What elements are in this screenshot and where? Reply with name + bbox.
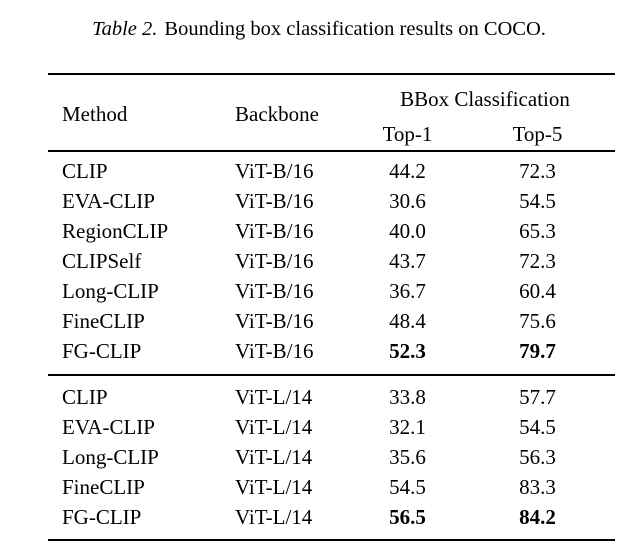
top5-cell: 72.3 bbox=[519, 158, 556, 183]
top5-cell: 83.3 bbox=[519, 474, 556, 499]
table-header: Method Backbone BBox Classification Top-… bbox=[48, 74, 615, 151]
table-caption-label: Table 2. bbox=[92, 18, 158, 40]
backbone-cell: ViT-B/16 bbox=[235, 338, 314, 363]
header-backbone: Backbone bbox=[235, 102, 319, 126]
top5-cell: 56.3 bbox=[519, 444, 556, 469]
top1-cell: 35.6 bbox=[389, 444, 426, 469]
top1-cell: 56.5 bbox=[389, 504, 426, 529]
backbone-cell: ViT-B/16 bbox=[235, 278, 314, 303]
top5-cell: 79.7 bbox=[519, 338, 556, 363]
header-bbox-classification: BBox Classification bbox=[400, 86, 570, 111]
method-cell: CLIP bbox=[62, 158, 108, 183]
top5-cell: 57.7 bbox=[519, 384, 556, 409]
top1-cell: 44.2 bbox=[389, 158, 426, 183]
backbone-cell: ViT-B/16 bbox=[235, 188, 314, 213]
method-cell: Long-CLIP bbox=[62, 444, 159, 469]
top5-cell: 72.3 bbox=[519, 248, 556, 273]
group-vit-b16: CLIP ViT-B/16 44.2 72.3 EVA-CLIP ViT-B/1… bbox=[48, 151, 615, 375]
top1-cell: 33.8 bbox=[389, 384, 426, 409]
top5-cell: 60.4 bbox=[519, 278, 556, 303]
top1-cell: 43.7 bbox=[389, 248, 426, 273]
table-row: CLIP ViT-L/14 33.8 57.7 bbox=[48, 375, 615, 412]
table-row-fg-clip: FG-CLIP ViT-L/14 56.5 84.2 bbox=[48, 502, 615, 540]
top1-cell: 30.6 bbox=[389, 188, 426, 213]
table-row: Long-CLIP ViT-B/16 36.7 60.4 bbox=[48, 276, 615, 306]
top5-cell: 54.5 bbox=[519, 414, 556, 439]
table-row: EVA-CLIP ViT-L/14 32.1 54.5 bbox=[48, 412, 615, 442]
table-row: CLIP ViT-B/16 44.2 72.3 bbox=[48, 151, 615, 186]
method-cell: EVA-CLIP bbox=[62, 414, 155, 439]
top5-cell: 75.6 bbox=[519, 308, 556, 333]
top5-cell: 54.5 bbox=[519, 188, 556, 213]
table-row: RegionCLIP ViT-B/16 40.0 65.3 bbox=[48, 216, 615, 246]
backbone-cell: ViT-L/14 bbox=[235, 444, 313, 469]
backbone-cell: ViT-L/14 bbox=[235, 414, 313, 439]
top5-cell: 84.2 bbox=[519, 504, 556, 529]
method-cell: FG-CLIP bbox=[62, 338, 142, 363]
method-cell: RegionCLIP bbox=[62, 218, 169, 243]
results-table: Method Backbone BBox Classification Top-… bbox=[48, 73, 615, 541]
table-row: Long-CLIP ViT-L/14 35.6 56.3 bbox=[48, 442, 615, 472]
table-row-fg-clip: FG-CLIP ViT-B/16 52.3 79.7 bbox=[48, 336, 615, 375]
top1-cell: 32.1 bbox=[389, 414, 426, 439]
header-top5: Top-5 bbox=[512, 122, 563, 146]
table-row: EVA-CLIP ViT-B/16 30.6 54.5 bbox=[48, 186, 615, 216]
backbone-cell: ViT-B/16 bbox=[235, 158, 314, 183]
top1-cell: 52.3 bbox=[389, 338, 426, 363]
group-vit-l14: CLIP ViT-L/14 33.8 57.7 EVA-CLIP ViT-L/1… bbox=[48, 375, 615, 540]
method-cell: CLIPSelf bbox=[62, 248, 142, 273]
top1-cell: 48.4 bbox=[389, 308, 426, 333]
header-top1: Top-1 bbox=[382, 122, 433, 146]
backbone-cell: ViT-B/16 bbox=[235, 308, 314, 333]
backbone-cell: ViT-B/16 bbox=[235, 218, 314, 243]
backbone-cell: ViT-L/14 bbox=[235, 474, 313, 499]
top1-cell: 40.0 bbox=[389, 218, 426, 243]
header-method: Method bbox=[62, 102, 128, 126]
table-row: FineCLIP ViT-B/16 48.4 75.6 bbox=[48, 306, 615, 336]
top1-cell: 54.5 bbox=[389, 474, 426, 499]
top5-cell: 65.3 bbox=[519, 218, 556, 243]
backbone-cell: ViT-L/14 bbox=[235, 504, 313, 529]
table-row: FineCLIP ViT-L/14 54.5 83.3 bbox=[48, 472, 615, 502]
method-cell: FG-CLIP bbox=[62, 504, 142, 529]
top1-cell: 36.7 bbox=[389, 278, 426, 303]
method-cell: Long-CLIP bbox=[62, 278, 159, 303]
table-row: CLIPSelf ViT-B/16 43.7 72.3 bbox=[48, 246, 615, 276]
backbone-cell: ViT-B/16 bbox=[235, 248, 314, 273]
table-caption-text: Bounding box classification results on C… bbox=[164, 18, 546, 40]
backbone-cell: ViT-L/14 bbox=[235, 384, 313, 409]
method-cell: FineCLIP bbox=[62, 308, 145, 333]
method-cell: FineCLIP bbox=[62, 474, 145, 499]
method-cell: EVA-CLIP bbox=[62, 188, 155, 213]
method-cell: CLIP bbox=[62, 384, 108, 409]
table-caption: Table 2. Bounding box classification resu… bbox=[0, 0, 638, 44]
